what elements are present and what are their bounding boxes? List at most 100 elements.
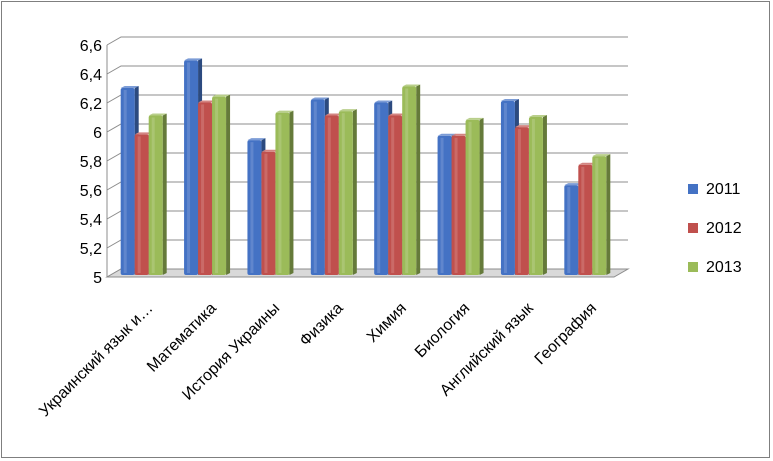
bar-side bbox=[416, 84, 421, 275]
legend-swatch bbox=[688, 262, 698, 272]
bar-highlight bbox=[468, 121, 472, 273]
legend-swatch bbox=[688, 223, 698, 233]
bar-top bbox=[402, 84, 421, 87]
bar-top bbox=[184, 58, 203, 61]
x-tick-label: Физика bbox=[297, 300, 347, 350]
x-tick-label: География bbox=[532, 300, 600, 368]
y-tick-label: 5,2 bbox=[80, 241, 102, 258]
bar-side bbox=[479, 117, 484, 275]
bar-highlight bbox=[405, 88, 409, 273]
legend: 2011 2012 2013 bbox=[688, 181, 742, 276]
bar-front bbox=[338, 111, 353, 276]
y-tick-label: 6,2 bbox=[80, 96, 102, 113]
bar-highlight bbox=[531, 118, 535, 273]
x-tick-label: Украинский язык и… bbox=[36, 300, 156, 420]
bar-highlight bbox=[391, 117, 395, 273]
bar-highlight bbox=[123, 89, 127, 273]
bar-highlight bbox=[215, 98, 219, 274]
floor bbox=[105, 268, 630, 278]
bar bbox=[528, 114, 547, 275]
bar-highlight bbox=[581, 166, 585, 273]
bar-front bbox=[261, 151, 276, 275]
bar-highlight bbox=[250, 142, 254, 273]
bar-highlight bbox=[595, 158, 599, 273]
bar bbox=[148, 113, 167, 275]
bar-front bbox=[402, 86, 417, 275]
bar-top bbox=[212, 94, 231, 97]
bar-top bbox=[310, 97, 329, 100]
bar-top bbox=[134, 132, 153, 135]
bar-top bbox=[388, 113, 407, 116]
bar-front bbox=[374, 102, 389, 275]
bar-front bbox=[198, 102, 213, 275]
gridline bbox=[106, 36, 628, 46]
legend-label: 2011 bbox=[706, 181, 741, 198]
bar-top bbox=[374, 100, 393, 103]
bar-highlight bbox=[341, 113, 345, 274]
y-axis-ticks: 5 5,2 5,4 5,6 5,8 6 6,2 6,4 6,6 bbox=[80, 38, 102, 287]
bar-side bbox=[352, 109, 357, 276]
bar-front bbox=[324, 115, 339, 275]
legend-label: 2013 bbox=[706, 259, 742, 276]
bar-highlight bbox=[567, 187, 571, 273]
bar-top bbox=[120, 85, 139, 88]
bar-top bbox=[528, 114, 547, 117]
bar-top bbox=[451, 133, 470, 136]
bar-top bbox=[500, 99, 519, 101]
bar bbox=[592, 154, 611, 275]
bar-highlight bbox=[313, 101, 317, 273]
bar-front bbox=[184, 60, 199, 276]
bar-top bbox=[247, 138, 266, 141]
x-tick-label: Химия bbox=[364, 300, 410, 346]
bar bbox=[338, 109, 357, 276]
y-tick-label: 5,8 bbox=[80, 154, 102, 171]
bar-front bbox=[212, 96, 227, 276]
bar-highlight bbox=[503, 103, 507, 273]
bar-top bbox=[148, 113, 167, 116]
bar-front bbox=[437, 135, 452, 275]
y-tick-label: 5,6 bbox=[80, 183, 102, 200]
bar-top bbox=[324, 113, 343, 116]
bar-highlight bbox=[327, 117, 331, 273]
bar-front bbox=[247, 140, 262, 275]
bar-front bbox=[134, 134, 149, 275]
bar-highlight bbox=[517, 129, 521, 273]
bar-top bbox=[465, 117, 484, 120]
bar bbox=[212, 94, 231, 276]
bar-side bbox=[162, 113, 167, 275]
y-tick-label: 6,4 bbox=[80, 67, 102, 84]
chart-floor bbox=[105, 268, 630, 278]
bar-side bbox=[542, 114, 547, 275]
bar-front bbox=[310, 99, 325, 275]
y-tick-label: 5 bbox=[93, 270, 102, 287]
bar-front bbox=[148, 115, 163, 275]
legend-item: 2011 bbox=[688, 181, 741, 198]
bar-side bbox=[226, 94, 231, 276]
bar-top bbox=[198, 100, 217, 103]
x-tick-label: Биология bbox=[412, 300, 473, 361]
bar-top bbox=[578, 162, 597, 165]
bar-side bbox=[289, 110, 294, 275]
bar-highlight bbox=[454, 137, 458, 273]
bar-top bbox=[592, 154, 611, 157]
bar-highlight bbox=[187, 62, 191, 274]
y-tick-label: 6,6 bbox=[80, 38, 102, 55]
bar-side bbox=[606, 154, 611, 275]
bar bbox=[275, 110, 294, 275]
bar-top bbox=[437, 133, 456, 136]
bar-top bbox=[275, 110, 294, 113]
bar-front bbox=[592, 156, 607, 275]
bar-highlight bbox=[151, 117, 155, 273]
bar-highlight bbox=[201, 104, 205, 273]
bar-front bbox=[564, 185, 579, 275]
bars bbox=[120, 58, 611, 276]
bar-front bbox=[528, 116, 543, 275]
bar-front bbox=[514, 127, 529, 275]
y-tick-label: 6 bbox=[93, 125, 102, 142]
bar-highlight bbox=[377, 104, 381, 273]
y-tick-label: 5,4 bbox=[80, 212, 102, 229]
bar-front bbox=[451, 135, 466, 275]
legend-item: 2012 bbox=[688, 220, 742, 237]
